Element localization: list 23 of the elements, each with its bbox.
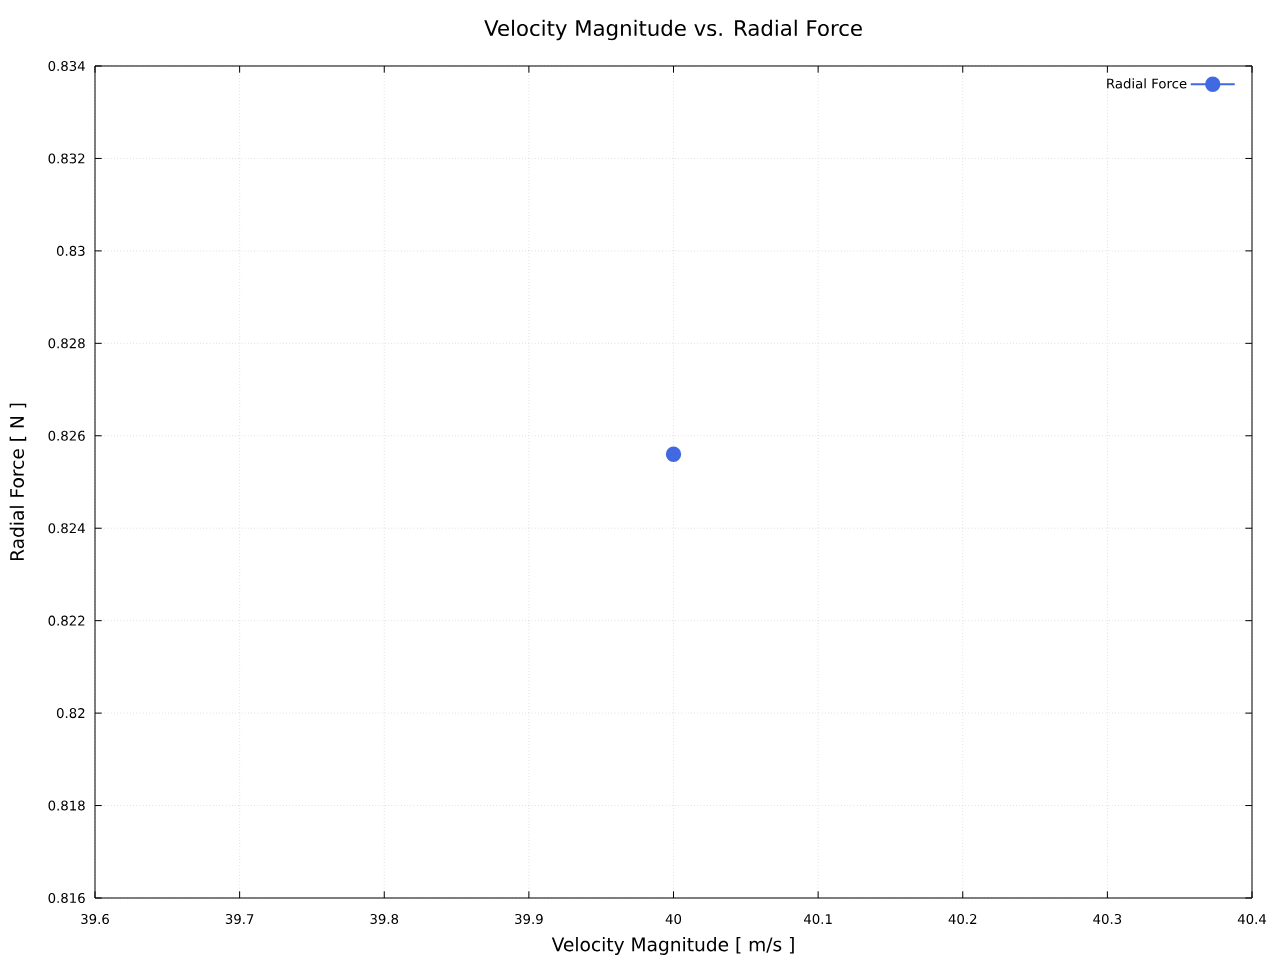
y-tick-label: 0.816 xyxy=(48,892,85,904)
x-tick-label: 39.7 xyxy=(225,914,254,925)
y-tick-label: 0.818 xyxy=(48,800,85,811)
x-tick-label: 39.6 xyxy=(81,914,109,925)
x-axis-title: Velocity Magnitude [ m/s ] xyxy=(551,937,794,956)
x-tick-label: 40 xyxy=(665,914,682,925)
y-axis-title: Radial Force [ N ] xyxy=(9,403,27,561)
x-tick-label: 40.2 xyxy=(948,914,977,925)
y-tick-label: 0.822 xyxy=(48,615,85,626)
legend-label: Radial Force xyxy=(1107,78,1187,89)
y-tick-label: 0.834 xyxy=(48,60,85,72)
y-tick-label: 0.824 xyxy=(48,523,85,534)
y-tick-label: 0.83 xyxy=(56,245,85,256)
x-tick-label: 40.3 xyxy=(1093,914,1122,925)
chart-title: Velocity Magnitude vs. Radial Force xyxy=(484,19,862,41)
y-tick-label: 0.826 xyxy=(48,430,85,441)
x-tick-label: 40.4 xyxy=(1237,914,1267,925)
x-tick-label: 39.9 xyxy=(515,914,543,925)
y-tick-label: 0.828 xyxy=(48,338,85,349)
x-tick-label: 39.8 xyxy=(370,914,399,925)
y-tick-label: 0.82 xyxy=(56,708,85,719)
y-tick-label: 0.832 xyxy=(48,153,85,164)
x-tick-label: 40.1 xyxy=(803,914,832,925)
